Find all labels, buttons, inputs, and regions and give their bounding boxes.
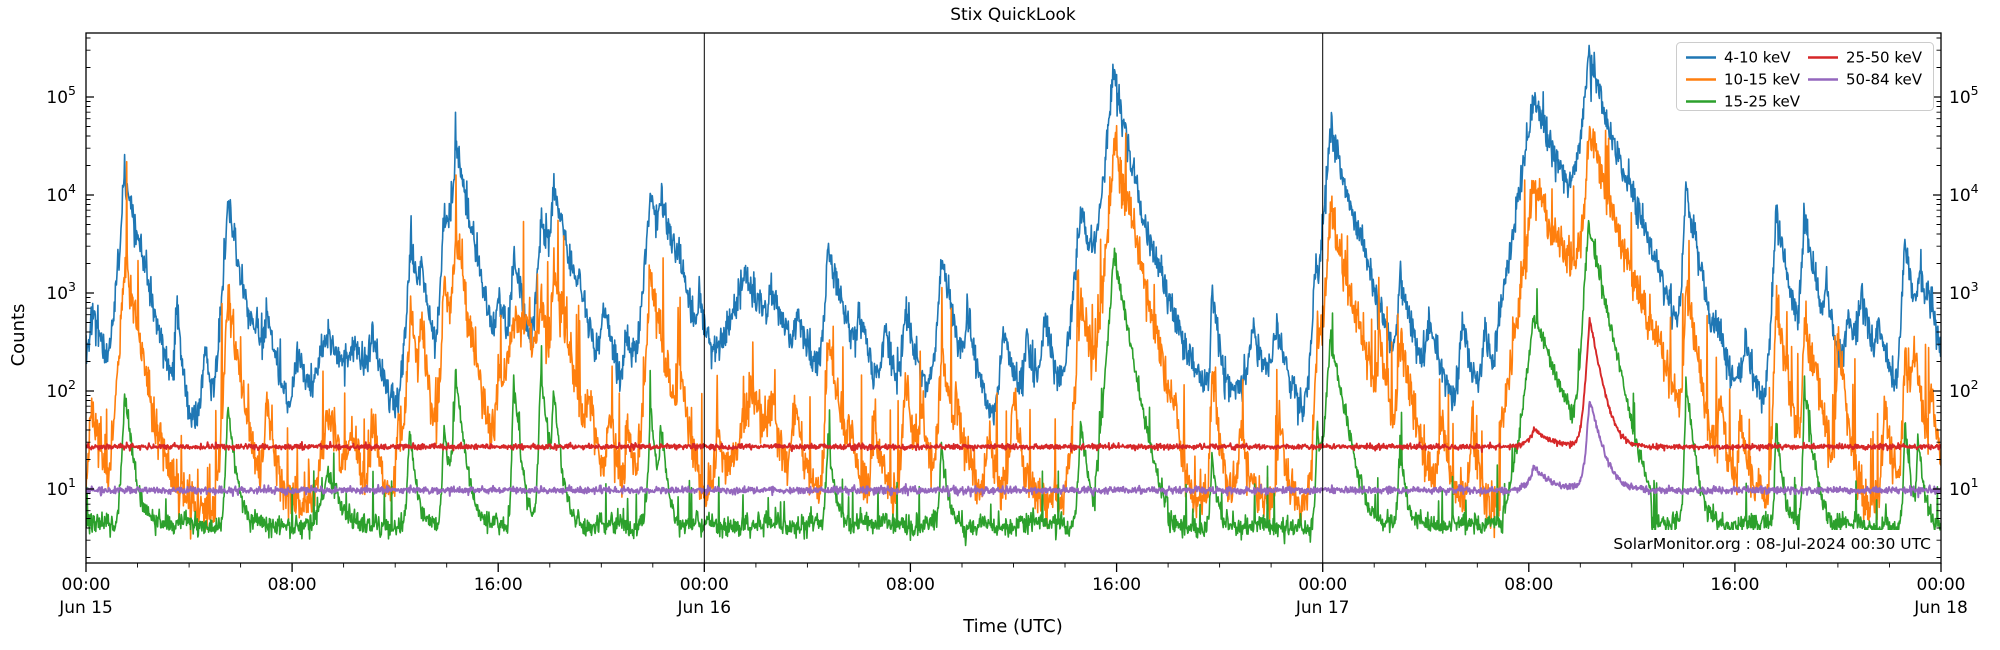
x-tick-time-label: 00:00 xyxy=(1917,575,1966,595)
series-line-50-84-keV xyxy=(86,400,1941,499)
x-minor-ticks xyxy=(137,563,1890,568)
x-tick-date-label: Jun 17 xyxy=(1295,598,1350,618)
legend-label: 15-25 keV xyxy=(1724,93,1801,111)
y-axis-label: Counts xyxy=(8,304,29,367)
x-tick-time-label: 16:00 xyxy=(1092,575,1141,595)
y-tick-label-left: 101 xyxy=(46,475,76,500)
x-tick-time-label: 16:00 xyxy=(1710,575,1759,595)
legend: 4-10 keV 10-15 keV 15-25 keV 25-50 keV 50-84… xyxy=(1676,42,1934,111)
x-tick-time-label: 00:00 xyxy=(1298,575,1347,595)
watermark-bbox xyxy=(1608,530,1938,554)
x-tick-time-label: 08:00 xyxy=(268,575,317,595)
x-tick-time-label: 00:00 xyxy=(62,575,111,595)
legend-label: 25-50 keV xyxy=(1846,49,1923,67)
x-tick-time-label: 16:00 xyxy=(474,575,523,595)
chart-title: Stix QuickLook xyxy=(950,5,1076,25)
series-line-4-10-keV xyxy=(86,44,1941,429)
legend-label: 4-10 keV xyxy=(1724,49,1791,67)
legend-box xyxy=(1676,42,1934,111)
x-tick-time-label: 08:00 xyxy=(886,575,935,595)
x-axis-label: Time (UTC) xyxy=(962,616,1063,637)
y-tick-label-left: 104 xyxy=(46,181,76,206)
x-tick-time-label: 08:00 xyxy=(1504,575,1553,595)
legend-label: 50-84 keV xyxy=(1846,71,1923,89)
series-line-15-25-keV xyxy=(86,219,1941,547)
series-line-10-15-keV xyxy=(86,124,1941,540)
x-tick-date-label: Jun 18 xyxy=(1913,598,1968,618)
y-minor-ticks xyxy=(86,37,1941,558)
x-tick-time-label: 00:00 xyxy=(680,575,729,595)
x-tick-date-label: Jun 15 xyxy=(58,598,113,618)
series-line-25-50-keV xyxy=(86,316,1941,453)
watermark-text: SolarMonitor.org : 08-Jul-2024 00:30 UTC xyxy=(1613,535,1931,553)
x-tick-date-label: Jun 16 xyxy=(676,598,731,618)
legend-label: 10-15 keV xyxy=(1724,71,1801,89)
